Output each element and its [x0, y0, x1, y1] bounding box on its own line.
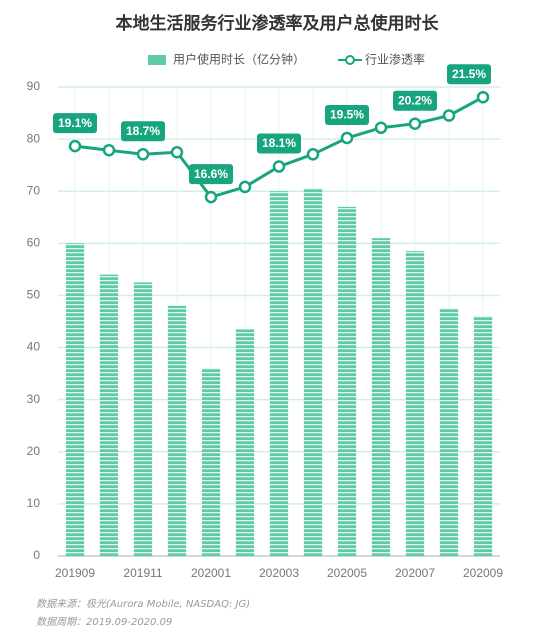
value-label: 20.2%	[398, 93, 432, 107]
bar	[201, 368, 221, 556]
y-tick-label: 90	[27, 79, 41, 93]
bar	[133, 282, 153, 556]
y-tick-label: 50	[27, 288, 41, 302]
bar	[337, 206, 357, 556]
x-tick-label: 202005	[327, 566, 367, 580]
legend: 用户使用时长（亿分钟） 行业渗透率	[148, 52, 425, 67]
x-tick-label: 201911	[123, 566, 162, 580]
bar	[439, 308, 459, 556]
x-tick-label: 202001	[191, 566, 231, 580]
y-tick-label: 70	[27, 183, 41, 197]
x-tick-label: 202007	[395, 566, 435, 580]
chart-title: 本地生活服务行业渗透率及用户总使用时长	[116, 13, 440, 34]
line-marker	[68, 139, 82, 153]
value-label: 19.1%	[58, 116, 92, 130]
y-tick-label: 30	[27, 392, 41, 406]
bar	[269, 191, 289, 556]
line-marker	[102, 143, 116, 157]
value-label-box	[325, 104, 369, 125]
legend-label: 行业渗透率	[365, 52, 425, 67]
x-tick-label: 202009	[463, 566, 503, 580]
x-tick-label: 201909	[55, 566, 95, 580]
bar	[167, 305, 187, 556]
line-marker	[408, 117, 422, 130]
value-label: 16.6%	[194, 167, 228, 181]
period-note: 数据周期：2019.09-2020.09	[36, 616, 172, 628]
y-tick-label: 20	[27, 444, 41, 458]
bar	[303, 188, 323, 556]
line-marker	[272, 160, 286, 173]
line-marker	[170, 146, 184, 159]
bar	[65, 243, 85, 557]
value-label-box	[257, 133, 301, 154]
y-tick-label: 0	[33, 548, 40, 562]
bar	[371, 238, 391, 556]
line-marker	[238, 180, 252, 194]
x-tick-label: 202003	[259, 566, 299, 580]
value-label: 21.5%	[452, 67, 486, 81]
y-tick-label: 80	[27, 131, 41, 145]
line-marker	[306, 148, 320, 161]
y-tick-label: 60	[27, 236, 41, 250]
line-marker	[374, 121, 388, 135]
value-label: 18.7%	[126, 124, 160, 138]
y-tick-label: 10	[27, 496, 41, 510]
value-label: 19.5%	[330, 108, 364, 122]
legend-label: 用户使用时长（亿分钟）	[173, 52, 305, 67]
value-label-box	[53, 113, 97, 134]
bar	[99, 274, 119, 556]
value-label-box	[393, 90, 437, 111]
bar	[473, 316, 493, 556]
value-label-box	[189, 164, 233, 185]
line-marker	[476, 90, 490, 104]
line-marker	[136, 148, 150, 161]
value-label-box	[121, 121, 165, 142]
line-marker	[204, 190, 218, 204]
legend-marker	[345, 55, 355, 65]
y-tick-label: 40	[27, 340, 41, 354]
value-label: 18.1%	[262, 136, 296, 150]
value-label-box	[447, 64, 491, 85]
legend-swatch	[148, 55, 166, 65]
source-note: 数据来源：极光(Aurora Mobile, NASDAQ: JG)	[36, 598, 250, 610]
line-marker	[340, 131, 354, 145]
bar	[235, 329, 255, 556]
line-marker	[442, 109, 456, 122]
bar	[405, 251, 425, 556]
